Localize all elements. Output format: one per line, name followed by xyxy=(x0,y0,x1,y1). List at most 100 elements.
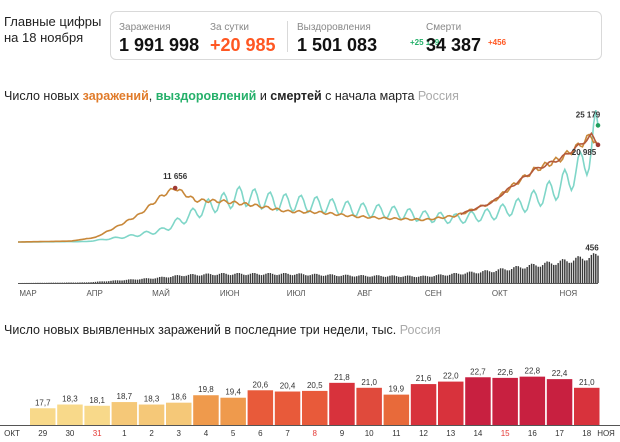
death-bar xyxy=(468,271,471,283)
headline: Главные цифры на 18 ноября xyxy=(4,14,101,46)
death-bar xyxy=(302,274,305,283)
death-bar xyxy=(340,275,342,283)
death-bar xyxy=(548,261,551,283)
cases-line xyxy=(18,133,599,243)
chart1-title-suffix: с начала марта xyxy=(321,89,415,103)
category-tick-label: 29 xyxy=(38,429,47,438)
bar xyxy=(193,395,219,425)
annotation-label: 456 xyxy=(585,244,599,253)
stat-daily-label: За сутки xyxy=(210,22,249,33)
death-bar xyxy=(522,268,524,283)
death-bar xyxy=(296,273,298,283)
death-bar xyxy=(130,279,132,283)
death-bar xyxy=(260,275,263,283)
bar xyxy=(30,408,56,425)
death-bar xyxy=(170,277,172,283)
death-bar xyxy=(510,269,513,283)
death-bar xyxy=(282,272,285,283)
bar xyxy=(356,387,382,425)
death-bar xyxy=(99,281,101,283)
bar-value-label: 22,6 xyxy=(497,368,513,377)
category-tick-label: 4 xyxy=(204,429,209,438)
category-tick-label: 12 xyxy=(419,429,428,438)
stat-deaths-delta: +456 xyxy=(488,38,507,47)
death-bar xyxy=(497,269,500,283)
category-tick-label: 2 xyxy=(149,429,154,438)
death-bar xyxy=(154,278,156,283)
category-tick-label: 8 xyxy=(313,429,318,438)
death-bar xyxy=(342,275,345,283)
chart1-title-recoveries: выздоровлений xyxy=(155,89,257,103)
death-bar xyxy=(495,270,497,283)
bar-value-label: 21,6 xyxy=(416,374,432,383)
death-bar xyxy=(371,276,373,283)
death-bar xyxy=(393,275,396,283)
deaths-bars xyxy=(19,253,599,283)
death-bar xyxy=(597,255,599,283)
stat-daily-value: +20 985 xyxy=(210,35,276,55)
death-bar xyxy=(108,281,110,283)
death-bar xyxy=(444,275,446,283)
death-bar xyxy=(535,265,537,283)
death-bar xyxy=(561,259,564,283)
stats-panel: Заражения 1 991 998 За сутки +20 985 Выз… xyxy=(110,11,602,60)
month-tick-label: ИЮН xyxy=(220,289,240,298)
category-tick-label: 11 xyxy=(392,429,401,438)
death-bar xyxy=(457,273,460,283)
death-bar xyxy=(238,273,241,283)
death-bar xyxy=(504,269,506,283)
death-bar xyxy=(145,278,148,283)
death-bar xyxy=(389,275,391,283)
death-bar xyxy=(353,276,356,283)
stats-divider xyxy=(287,21,288,52)
death-bar xyxy=(493,272,495,283)
death-bar xyxy=(150,278,152,283)
death-bar xyxy=(471,271,473,283)
death-bar xyxy=(435,275,438,283)
death-bar xyxy=(486,270,489,283)
death-bar xyxy=(400,276,402,283)
death-bar xyxy=(568,262,570,283)
chart1: МАР АПР МАЙ ИЮН ИЮЛ АВГ СЕН ОКТ НОЯ 11 656 25 179 2… xyxy=(18,109,601,298)
death-bar xyxy=(590,254,593,283)
category-tick-label: 6 xyxy=(258,429,263,438)
death-bar xyxy=(105,281,108,283)
death-bar xyxy=(404,275,407,283)
annotation-label: 11 656 xyxy=(163,172,188,181)
death-bar xyxy=(203,274,205,283)
death-bar xyxy=(220,273,223,283)
death-bar xyxy=(216,274,218,283)
month-tick-label: ИЮЛ xyxy=(287,289,306,298)
death-bar xyxy=(564,259,566,283)
death-bar xyxy=(201,275,203,283)
death-bar xyxy=(152,278,154,283)
death-bar xyxy=(194,274,196,283)
category-tick-label: 9 xyxy=(340,429,345,438)
chart2-title: Число новых выявленных заражений в после… xyxy=(4,323,441,337)
death-bar xyxy=(570,262,573,283)
chart1-title-deaths: смертей xyxy=(270,89,322,103)
chart1-title-prefix: Число новых xyxy=(4,89,83,103)
death-bar xyxy=(402,276,404,283)
death-bar xyxy=(125,279,128,283)
death-bar xyxy=(174,275,176,283)
death-bar xyxy=(271,273,274,283)
death-bar xyxy=(232,274,234,283)
bar xyxy=(492,377,518,425)
death-bar xyxy=(234,273,236,283)
death-bar xyxy=(530,263,533,283)
death-bar xyxy=(307,275,309,283)
death-bar xyxy=(285,273,287,283)
death-bar xyxy=(196,275,199,283)
death-bar xyxy=(318,274,320,283)
death-bar xyxy=(300,273,303,283)
death-bar xyxy=(240,273,243,283)
death-bar xyxy=(433,276,435,283)
bar-value-label: 18,3 xyxy=(62,395,78,404)
bar xyxy=(465,377,491,425)
death-bar xyxy=(88,282,90,283)
death-bar xyxy=(553,264,555,283)
death-bar xyxy=(243,274,245,283)
death-bar xyxy=(110,280,112,283)
chart1-title-sep2: и xyxy=(256,89,271,103)
